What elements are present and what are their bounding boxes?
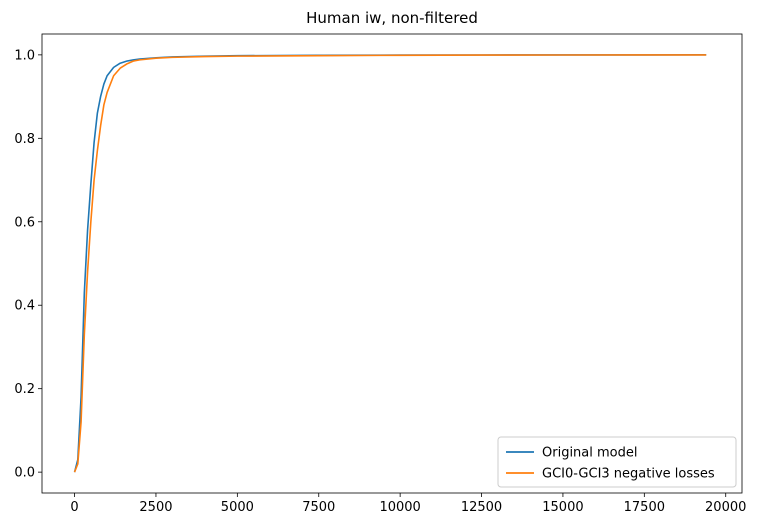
legend: Original model GCI0-GCI3 negative losses	[497, 436, 737, 488]
y-axis: 0.0 0.2 0.4 0.6 0.8 1.0	[14, 48, 42, 481]
y-tick-label: 0.6	[14, 215, 35, 230]
x-tick-label: 20000	[705, 500, 746, 515]
y-tick-label: 0.0	[14, 466, 35, 481]
legend-label: GCI0-GCI3 negative losses	[542, 467, 715, 482]
y-tick-label: 0.8	[14, 132, 35, 147]
x-axis: 0 2500 5000 7500 10000 12500 15000 17500 20000	[70, 493, 746, 515]
x-tick-label: 15000	[542, 500, 583, 515]
series-line-1	[73, 54, 707, 473]
x-tick-label: 12500	[461, 500, 502, 515]
series-line-2	[73, 54, 707, 473]
plot-frame	[41, 33, 743, 494]
x-tick-label: 0	[70, 500, 78, 515]
y-tick-label: 0.2	[14, 382, 35, 397]
legend-box	[497, 436, 737, 488]
y-tick-label: 1.0	[14, 48, 35, 63]
x-tick-label: 2500	[139, 500, 172, 515]
y-tick-label: 0.4	[14, 299, 35, 314]
x-tick-label: 10000	[379, 500, 420, 515]
x-tick-label: 17500	[624, 500, 665, 515]
legend-label: Original model	[542, 446, 637, 461]
series-layer	[73, 54, 707, 473]
x-tick-label: 5000	[221, 500, 254, 515]
x-tick-label: 7500	[302, 500, 335, 515]
chart-title: Human iw, non-filtered	[306, 9, 478, 27]
